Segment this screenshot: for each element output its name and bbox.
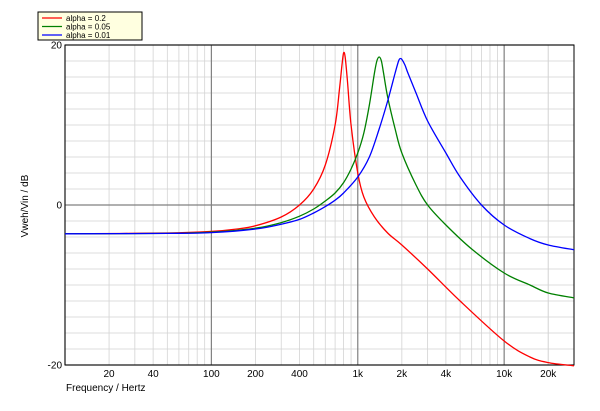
x-axis-label: Frequency / Hertz — [66, 383, 145, 394]
y-tick-label: 0 — [56, 201, 62, 212]
series-line-3 — [64, 57, 575, 251]
x-tick-label: 4k — [441, 369, 453, 380]
plot-area — [64, 44, 575, 367]
plot-border — [64, 44, 575, 366]
series-line-2 — [64, 56, 575, 299]
legend-label-2: alpha = 0.05 — [66, 22, 111, 31]
y-axis-label: Vweh/Vin / dB — [20, 174, 31, 237]
legend-label-1: alpha = 0.2 — [66, 14, 106, 23]
x-tick-label: 20k — [540, 369, 557, 380]
x-tick-label: 200 — [247, 369, 264, 380]
y-tick-label: -20 — [48, 361, 63, 372]
series-line-1 — [64, 51, 575, 367]
series-layer — [64, 51, 575, 367]
x-tick-label: 20 — [104, 369, 116, 380]
x-tick-label: 1k — [352, 369, 364, 380]
y-tick-label: 20 — [51, 41, 63, 52]
x-tick-label: 2k — [397, 369, 409, 380]
x-tick-label: 100 — [203, 369, 220, 380]
y-tick-labels: 20 0 -20 — [48, 41, 63, 372]
x-tick-labels: 20 40 100 200 400 1k 2k 4k 10k 20k — [104, 369, 558, 380]
x-tick-label: 400 — [291, 369, 308, 380]
x-tick-label: 40 — [148, 369, 160, 380]
x-tick-label: 10k — [496, 369, 513, 380]
legend-label-3: alpha = 0.01 — [66, 31, 111, 40]
